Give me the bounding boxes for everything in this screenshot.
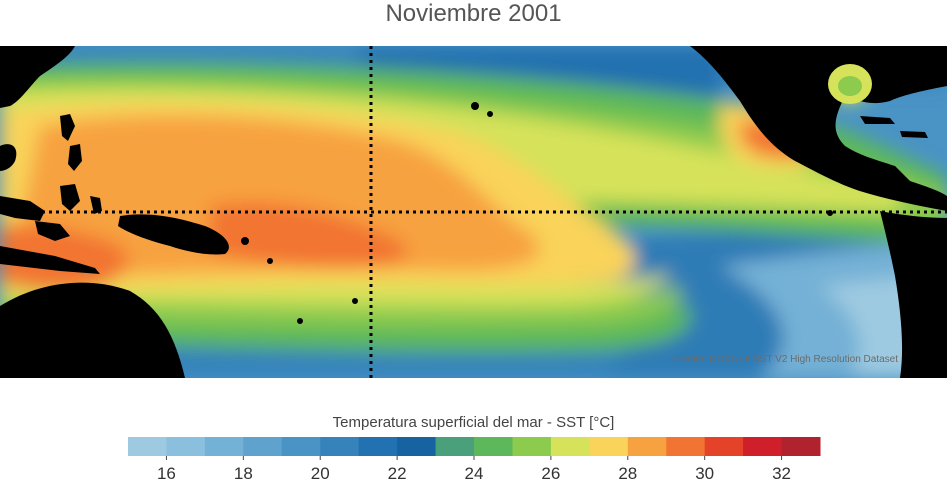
colorbar-tick-label: 18: [234, 464, 253, 480]
colorbar-bin: [589, 437, 629, 456]
colorbar-bin: [397, 437, 437, 456]
colorbar-tick-label: 32: [772, 464, 791, 480]
map-title: Noviembre 2001: [385, 0, 562, 27]
colorbar-bin: [128, 437, 167, 456]
source-note: Fuente: NOAA OI SST V2 High Resolution D…: [673, 354, 899, 365]
colorbar-bin: [550, 437, 590, 456]
colorbar-tick-label: 28: [618, 464, 637, 480]
colorbar-bin: [666, 437, 706, 456]
colorbar-tick-label: 22: [388, 464, 407, 480]
colorbar-tick-label: 16: [157, 464, 176, 480]
colorbar-bin: [243, 437, 283, 456]
sst-map: Fuente: NOAA OI SST V2 High Resolution D…: [0, 46, 947, 378]
colorbar-bin: [512, 437, 552, 456]
colorbar-bin: [166, 437, 206, 456]
colorbar-bin: [781, 437, 821, 456]
land: [0, 46, 947, 378]
colorbar-bin: [204, 437, 244, 456]
sst-colorbar: 16 18 20 22 24 26 28 30 32: [128, 437, 821, 480]
colorbar-tick-label: 20: [311, 464, 330, 480]
colorbar-bin: [474, 437, 513, 456]
colorbar-tick-label: 30: [695, 464, 714, 480]
colorbar-bin: [358, 437, 398, 456]
colorbar-bin: [435, 437, 475, 456]
colorbar-bin: [743, 437, 783, 456]
colorbar-label: Temperatura superficial del mar - SST [°…: [332, 414, 615, 431]
colorbar-tick-label: 26: [541, 464, 560, 480]
colorbar-bin: [704, 437, 744, 456]
colorbar-tick-label: 24: [465, 464, 484, 480]
colorbar-bin: [320, 437, 360, 456]
colorbar-bin: [281, 437, 321, 456]
colorbar-bin: [627, 437, 667, 456]
